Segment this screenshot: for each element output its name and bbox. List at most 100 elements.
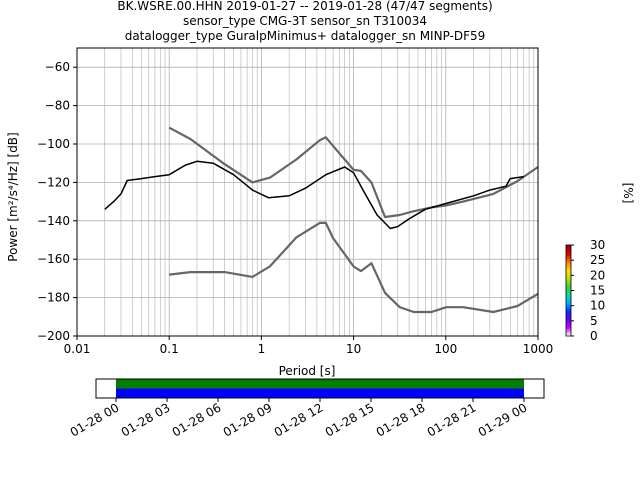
- y-tick-label: −160: [37, 252, 70, 266]
- y-tick-label: −140: [37, 214, 70, 228]
- timeline-tick-label: 01-28 21: [425, 400, 479, 439]
- colorbar-tick-label: 10: [590, 299, 605, 313]
- colorbar-cell: [566, 317, 571, 320]
- colorbar-cell: [566, 248, 571, 250]
- colorbar-cell: [566, 260, 571, 263]
- colorbar-cell: [566, 276, 571, 279]
- colorbar-tick-label: 5: [590, 314, 598, 328]
- colorbar-cell: [566, 311, 571, 314]
- y-tick-label: −100: [37, 137, 70, 151]
- colorbar-cell: [566, 301, 571, 304]
- psd-plot: 0.01 0.1 1 10 100 1000 −200 −180 −160 −140 −120 −10…: [37, 47, 554, 356]
- colorbar-cell: [566, 323, 571, 326]
- colorbar-tick-label: 20: [590, 268, 605, 282]
- colorbar-cell: [566, 295, 571, 297]
- colorbar-cell: [566, 254, 571, 257]
- timeline-bar-psd: [116, 388, 524, 398]
- colorbar-label: [%]: [621, 183, 635, 204]
- colorbar-cell: [566, 251, 571, 253]
- colorbar-cell: [566, 307, 571, 310]
- colorbar-cell: [566, 245, 571, 247]
- colorbar-cell: [566, 255, 571, 258]
- colorbar-cell: [566, 287, 571, 290]
- y-tick-label: −80: [45, 99, 70, 113]
- timeline-tick-label: 01-28 12: [272, 400, 326, 439]
- colorbar-cell: [566, 279, 571, 282]
- colorbar-cell: [566, 258, 571, 261]
- colorbar-cell: [566, 329, 571, 332]
- chart-title-line1: BK.WSRE.00.HHN 2019-01-27 -- 2019-01-28 …: [117, 0, 492, 13]
- colorbar-cell: [566, 310, 571, 313]
- colorbar-cell: [566, 299, 571, 302]
- colorbar-cell: [566, 325, 571, 328]
- colorbar-cell: [566, 332, 571, 335]
- nhnm-line: [168, 126, 539, 219]
- colorbar-cell: [566, 322, 571, 325]
- x-tick-label: 1000: [523, 342, 554, 356]
- colorbar-cell: [566, 267, 571, 270]
- colorbar-cell: [566, 246, 571, 249]
- colorbar-cell: [566, 288, 571, 291]
- chart-title-line3: datalogger_type GuralpMinimus+ datalogge…: [125, 29, 486, 43]
- x-tick-label: 100: [434, 342, 457, 356]
- colorbar-cell: [566, 319, 571, 322]
- colorbar-tick-label: 25: [590, 253, 605, 267]
- colorbar-cell: [566, 292, 571, 294]
- colorbar-cell: [566, 304, 571, 307]
- plot-frame: [76, 47, 539, 337]
- timeline-tick-label: 01-28 18: [374, 400, 428, 439]
- colorbar-cell: [566, 296, 571, 299]
- y-axis-label: Power [m²/s⁴/Hz] [dB]: [6, 132, 20, 261]
- timeline-bar-data: [116, 379, 524, 389]
- colorbar-cell: [566, 326, 571, 329]
- colorbar-cell: [566, 331, 571, 334]
- x-tick-label: 0.1: [160, 342, 179, 356]
- x-tick-label: 10: [346, 342, 361, 356]
- timeline-tick-label: 01-28 03: [119, 400, 173, 439]
- colorbar-cell: [566, 278, 571, 281]
- colorbar-cell: [566, 316, 571, 319]
- colorbar-cell: [566, 266, 571, 269]
- grid: [76, 48, 538, 337]
- y-tick-label: −120: [37, 175, 70, 189]
- colorbar-cell: [566, 252, 571, 255]
- chart-title-line2: sensor_type CMG-3T sensor_sn T310034: [183, 14, 427, 28]
- colorbar-cell: [566, 298, 571, 300]
- y-tick-label: −200: [37, 329, 70, 343]
- colorbar-cell: [566, 269, 571, 272]
- colorbar-cell: [566, 334, 571, 337]
- colorbar-cell: [566, 270, 571, 273]
- colorbar-cell: [566, 308, 571, 311]
- colorbar-cell: [566, 275, 571, 278]
- colorbar-cell: [566, 257, 571, 260]
- colorbar-cell: [566, 293, 571, 296]
- nlnm-line: [169, 221, 539, 314]
- colorbar-cell: [566, 320, 571, 323]
- colorbar-cell: [566, 302, 571, 305]
- timeline-tick-label: 01-28 15: [323, 400, 377, 439]
- colorbar-cell: [566, 284, 571, 287]
- colorbar-cell: [566, 285, 571, 288]
- colorbar-tick-label: 15: [590, 284, 605, 298]
- x-tick-label: 1: [258, 342, 266, 356]
- colorbar-cell: [566, 261, 571, 264]
- x-axis-label: Period [s]: [279, 364, 336, 378]
- timeline-tick-label: 01-28 06: [170, 400, 224, 439]
- y-tick-label: −180: [37, 291, 70, 305]
- colorbar-cell: [566, 313, 571, 316]
- colorbar-tick-label: 30: [590, 238, 605, 252]
- colorbar-cell: [566, 305, 571, 308]
- colorbar-tick-label: 0: [590, 329, 598, 343]
- colorbar-cell: [566, 249, 571, 252]
- colorbar-cell: [566, 282, 571, 285]
- colorbar-cell: [566, 264, 571, 267]
- x-tick-label: 0.01: [64, 342, 91, 356]
- colorbar-cell: [566, 281, 571, 284]
- colorbar-cell: [566, 290, 571, 293]
- y-tick-label: −60: [45, 60, 70, 74]
- colorbar-cell: [566, 272, 571, 275]
